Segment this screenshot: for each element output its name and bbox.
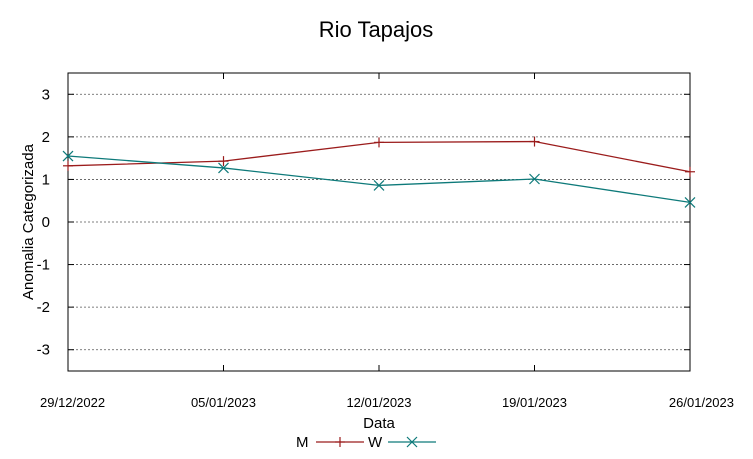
y-tick-label: -2 — [37, 299, 50, 316]
y-axis-ticks: 3 2 1 0 -1 -2 -3 — [37, 86, 690, 359]
series-M — [63, 136, 695, 177]
y-tick-label: 3 — [42, 86, 50, 103]
x-axis-label: Data — [363, 415, 395, 432]
x-tick-label: 26/01/2023 — [669, 395, 734, 410]
series-W — [62, 150, 696, 208]
legend-label-M: M — [296, 434, 309, 451]
data-point-W — [373, 179, 385, 191]
legend-label-W: W — [368, 434, 383, 451]
y-tick-label: 2 — [42, 129, 50, 146]
x-tick-label: 29/12/2022 — [40, 395, 105, 410]
data-series — [62, 136, 696, 208]
chart-title: Rio Tapajos — [319, 17, 434, 42]
data-point-W — [62, 150, 74, 162]
x-tick-label: 05/01/2023 — [191, 395, 256, 410]
data-point-W — [529, 173, 540, 185]
y-tick-label: 0 — [42, 214, 50, 231]
x-axis-ticks: 29/12/2022 05/01/2023 12/01/2023 19/01/2023… — [40, 73, 734, 410]
y-tick-label: 1 — [42, 171, 50, 188]
y-tick-label: -3 — [37, 342, 50, 359]
y-axis-label: Anomalia Categorizada — [20, 143, 37, 300]
data-point-W — [684, 196, 696, 208]
legend-marker-W — [406, 436, 418, 448]
y-tick-label: -1 — [37, 257, 50, 274]
plot-frame — [67, 72, 691, 372]
data-point-W — [218, 162, 229, 174]
x-tick-label: 19/01/2023 — [502, 395, 567, 410]
x-tick-label: 12/01/2023 — [346, 395, 411, 410]
grid-lines — [68, 93, 690, 351]
